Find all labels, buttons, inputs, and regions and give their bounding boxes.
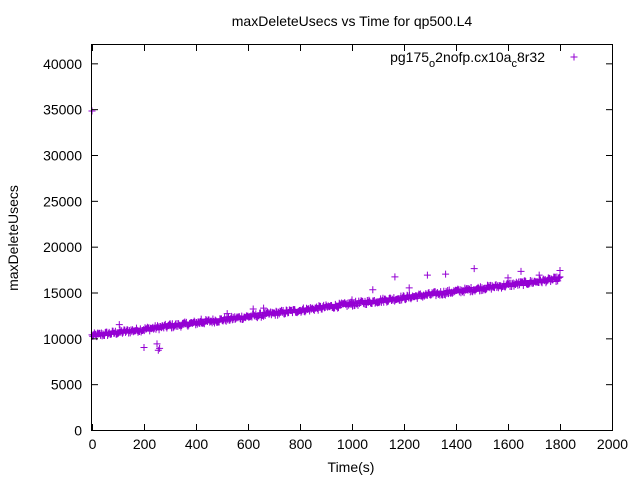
x-tick-label: 1200: [389, 436, 420, 452]
data-point-outlier: [154, 346, 162, 354]
data-point-outlier: [156, 344, 164, 352]
data-point-outlier: [470, 265, 478, 273]
data-point: [177, 323, 185, 331]
y-tick-label: 30000: [43, 148, 82, 164]
x-tick-label: 1800: [545, 436, 576, 452]
data-point-outlier: [153, 340, 161, 348]
data-point: [314, 306, 322, 314]
data-point: [281, 310, 289, 318]
y-tick-label: 5000: [51, 377, 82, 393]
data-point-outlier: [423, 271, 431, 279]
data-point: [341, 299, 349, 307]
x-axis-label: Time(s): [328, 459, 375, 475]
data-point-outlier: [517, 267, 525, 275]
data-point: [274, 311, 282, 319]
y-tick-label: 25000: [43, 193, 82, 209]
legend-marker-symbol: [570, 53, 578, 61]
x-tick-label: 1600: [493, 436, 524, 452]
y-tick-label: 40000: [43, 56, 82, 72]
x-tick-label: 0: [89, 436, 97, 452]
y-axis-label: maxDeleteUsecs: [5, 185, 21, 291]
data-point: [383, 298, 391, 306]
data-point: [260, 312, 268, 320]
x-tick-label: 400: [185, 436, 209, 452]
legend-marker: [570, 53, 578, 61]
data-point-outlier: [504, 274, 512, 282]
y-tick-label: 0: [74, 423, 82, 439]
y-axis: 0 5000 10000 15000 20000 25000 30000 35000 40000: [43, 56, 612, 439]
data-point-outlier: [535, 271, 543, 279]
data-point: [555, 273, 563, 281]
x-tick-label: 600: [237, 436, 261, 452]
data-point: [441, 291, 449, 299]
data-point-outlier: [140, 344, 148, 351]
data-point-outlier: [197, 315, 205, 323]
data-point-outlier: [260, 304, 268, 312]
data-point-outlier: [369, 286, 377, 294]
y-tick-label: 35000: [43, 102, 82, 118]
y-tick-label: 20000: [43, 239, 82, 255]
legend: pg175o2nofp.cx10ac8r32: [390, 49, 578, 70]
x-tick-label: 1000: [337, 436, 368, 452]
data-point-outlier: [166, 320, 174, 328]
data-point: [554, 274, 562, 282]
data-point-outlier: [348, 296, 356, 304]
data-point-outlier: [249, 305, 257, 313]
data-point-outlier: [223, 310, 231, 318]
data-point-outlier: [115, 321, 123, 329]
x-tick-label: 200: [133, 436, 157, 452]
legend-label: pg175o2nofp.cx10ac8r32: [390, 49, 545, 70]
data-point: [519, 281, 527, 289]
data-point-outlier: [405, 284, 413, 292]
y-tick-label: 15000: [43, 285, 82, 301]
x-axis: 0 200 400 600 800 1000 1200 1400 1600 1800 2000: [89, 45, 628, 452]
data-point-outlier: [391, 273, 399, 281]
data-point: [459, 288, 466, 296]
data-point: [334, 304, 342, 312]
data-point-outlier: [556, 267, 564, 274]
data-point-outlier: [442, 270, 450, 278]
plot-frame: [91, 44, 613, 431]
data-point: [402, 296, 410, 304]
data-point: [222, 317, 230, 325]
data-point: [556, 273, 564, 281]
x-tick-label: 2000: [597, 436, 628, 452]
x-tick-label: 1400: [441, 436, 472, 452]
y-tick-label: 10000: [43, 331, 82, 347]
chart-title: maxDeleteUsecs vs Time for qp500.L4: [232, 13, 473, 29]
data-point: [498, 284, 505, 292]
x-tick-label: 800: [289, 436, 313, 452]
plot-marks: [88, 107, 564, 354]
